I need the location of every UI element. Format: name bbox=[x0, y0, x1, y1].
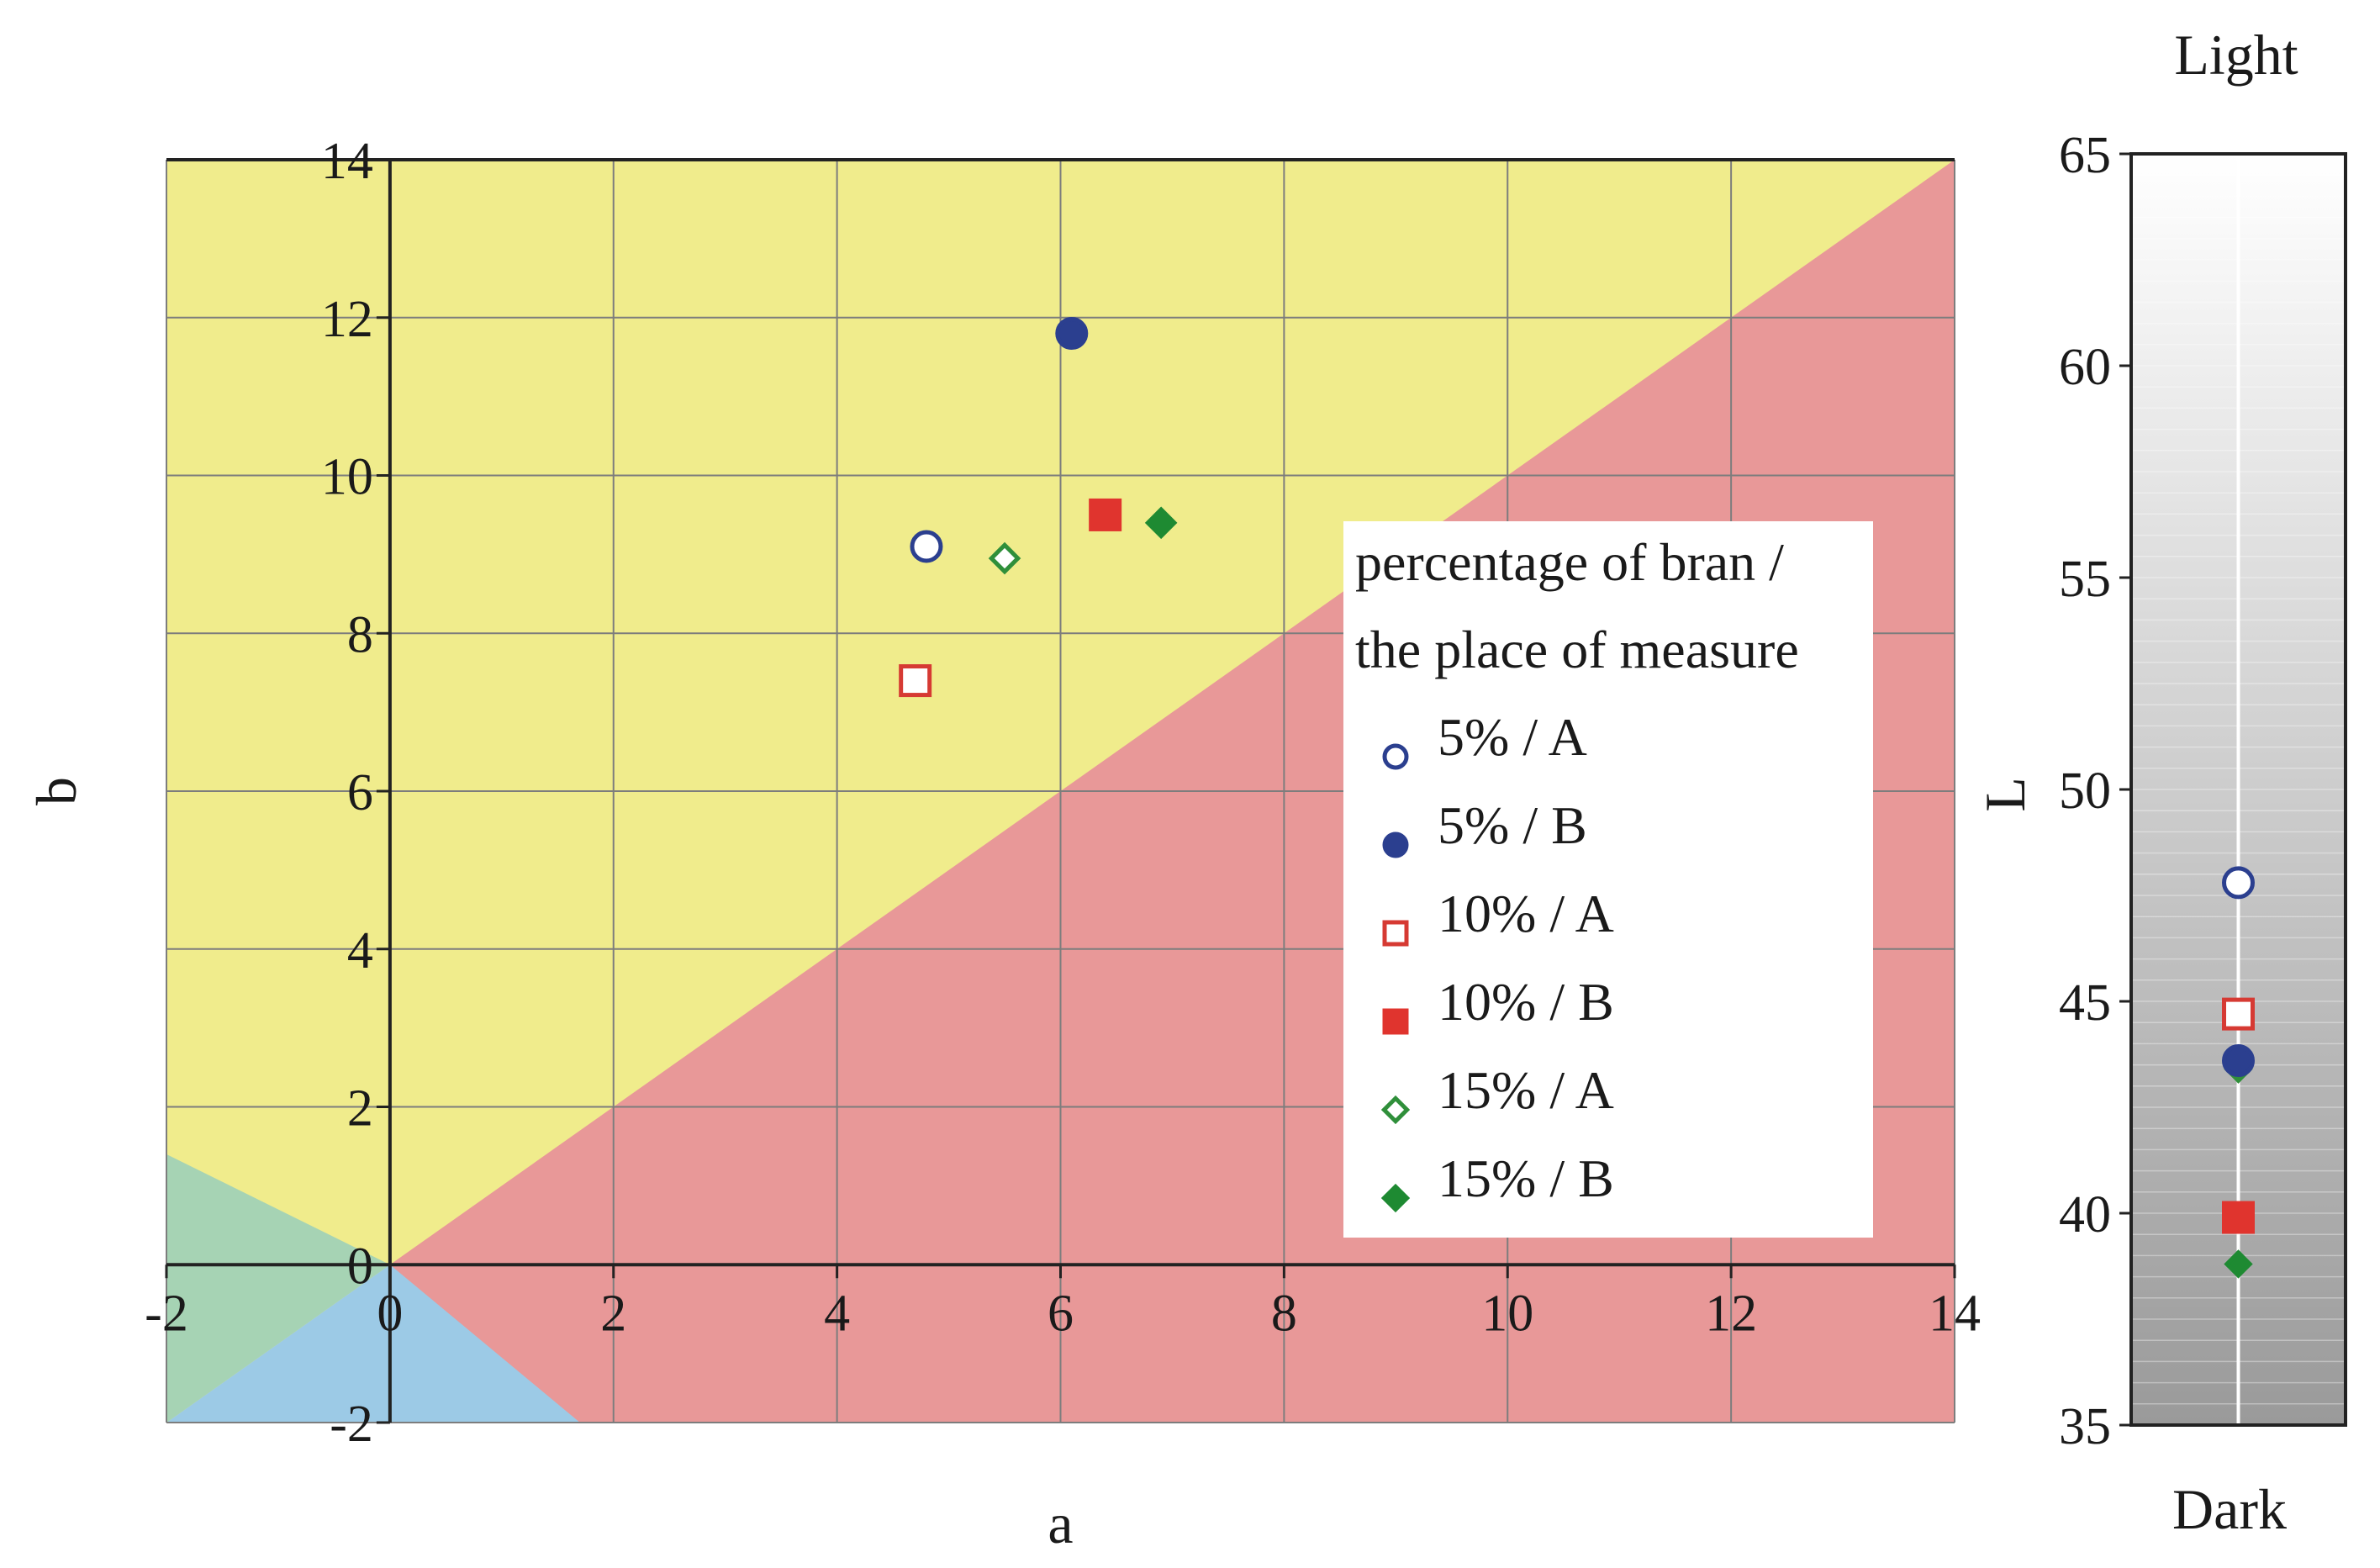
data-point bbox=[899, 664, 932, 698]
data-point bbox=[1144, 506, 1178, 540]
legend-label: 5% / A bbox=[1438, 707, 1587, 767]
l-data-point bbox=[2222, 1201, 2255, 1234]
region-green bbox=[166, 1154, 390, 1423]
main-data-points bbox=[899, 317, 1178, 698]
x-tick-label: 4 bbox=[824, 1285, 850, 1342]
l-tick-label: 50 bbox=[2059, 763, 2111, 820]
l-tick-label: 60 bbox=[2059, 339, 2111, 396]
y-tick-label: -2 bbox=[330, 1396, 373, 1453]
dark-label: Dark bbox=[2172, 1477, 2287, 1541]
legend-label: 15% / B bbox=[1438, 1148, 1614, 1208]
lightness-panel: 35 40 45 50 55 60 65 bbox=[2059, 127, 2347, 1455]
legend-marker bbox=[1382, 920, 1409, 947]
x-tick-label: 12 bbox=[1705, 1285, 1757, 1342]
l-data-point bbox=[2224, 1249, 2253, 1279]
y-tick-label: 0 bbox=[347, 1238, 373, 1295]
legend-label: 5% / B bbox=[1438, 795, 1587, 855]
light-label: Light bbox=[2174, 23, 2298, 87]
legend-marker bbox=[1382, 1008, 1409, 1035]
legend-label: 10% / B bbox=[1438, 972, 1614, 1032]
l-tick-label: 65 bbox=[2059, 127, 2111, 184]
x-tick-label: 6 bbox=[1048, 1285, 1074, 1342]
y-tick-label: 10 bbox=[321, 449, 373, 506]
legend-marker bbox=[1380, 1183, 1411, 1213]
data-point bbox=[1089, 498, 1122, 531]
main-axes bbox=[165, 158, 1956, 1424]
l-axis-label: L bbox=[1973, 777, 2037, 812]
region-blue bbox=[166, 1264, 580, 1423]
x-tick-label: -2 bbox=[145, 1285, 188, 1342]
legend-marker bbox=[1382, 743, 1409, 770]
x-tick-label: 0 bbox=[377, 1285, 403, 1342]
y-tick-label: 12 bbox=[321, 291, 373, 348]
y-tick-label: 4 bbox=[347, 922, 373, 979]
x-tick-label: 8 bbox=[1271, 1285, 1297, 1342]
l-data-point bbox=[2222, 1044, 2255, 1078]
l-tick-label: 35 bbox=[2059, 1398, 2111, 1455]
y-tick-label: 2 bbox=[347, 1080, 373, 1138]
l-tick-label: 45 bbox=[2059, 974, 2111, 1032]
y-tick-label: 8 bbox=[347, 606, 373, 663]
x-tick-label: 14 bbox=[1929, 1285, 1981, 1342]
legend-box bbox=[1343, 521, 1873, 1238]
y-axis-label: b bbox=[24, 777, 88, 805]
data-point bbox=[988, 541, 1021, 575]
data-point bbox=[1055, 317, 1089, 351]
l-tick-label: 55 bbox=[2059, 551, 2111, 608]
l-data-point bbox=[2222, 997, 2255, 1031]
l-data-point bbox=[2222, 866, 2255, 900]
legend: percentage of bran / the place of measure… bbox=[1343, 521, 1873, 1238]
data-point bbox=[910, 530, 943, 563]
y-tick-label: 6 bbox=[347, 764, 373, 821]
x-tick-label: 10 bbox=[1481, 1285, 1533, 1342]
legend-title: the place of measure bbox=[1355, 620, 1799, 679]
legend-label: 15% / A bbox=[1438, 1060, 1614, 1120]
legend-marker bbox=[1382, 832, 1409, 858]
y-tick-label: 14 bbox=[321, 133, 373, 190]
x-axis-label: a bbox=[1048, 1491, 1073, 1555]
x-tick-label: 2 bbox=[600, 1285, 626, 1342]
l-tick-label: 40 bbox=[2059, 1186, 2111, 1243]
legend-marker bbox=[1380, 1095, 1411, 1125]
legend-title: percentage of bran / bbox=[1355, 532, 1784, 592]
legend-label: 10% / A bbox=[1438, 884, 1614, 943]
